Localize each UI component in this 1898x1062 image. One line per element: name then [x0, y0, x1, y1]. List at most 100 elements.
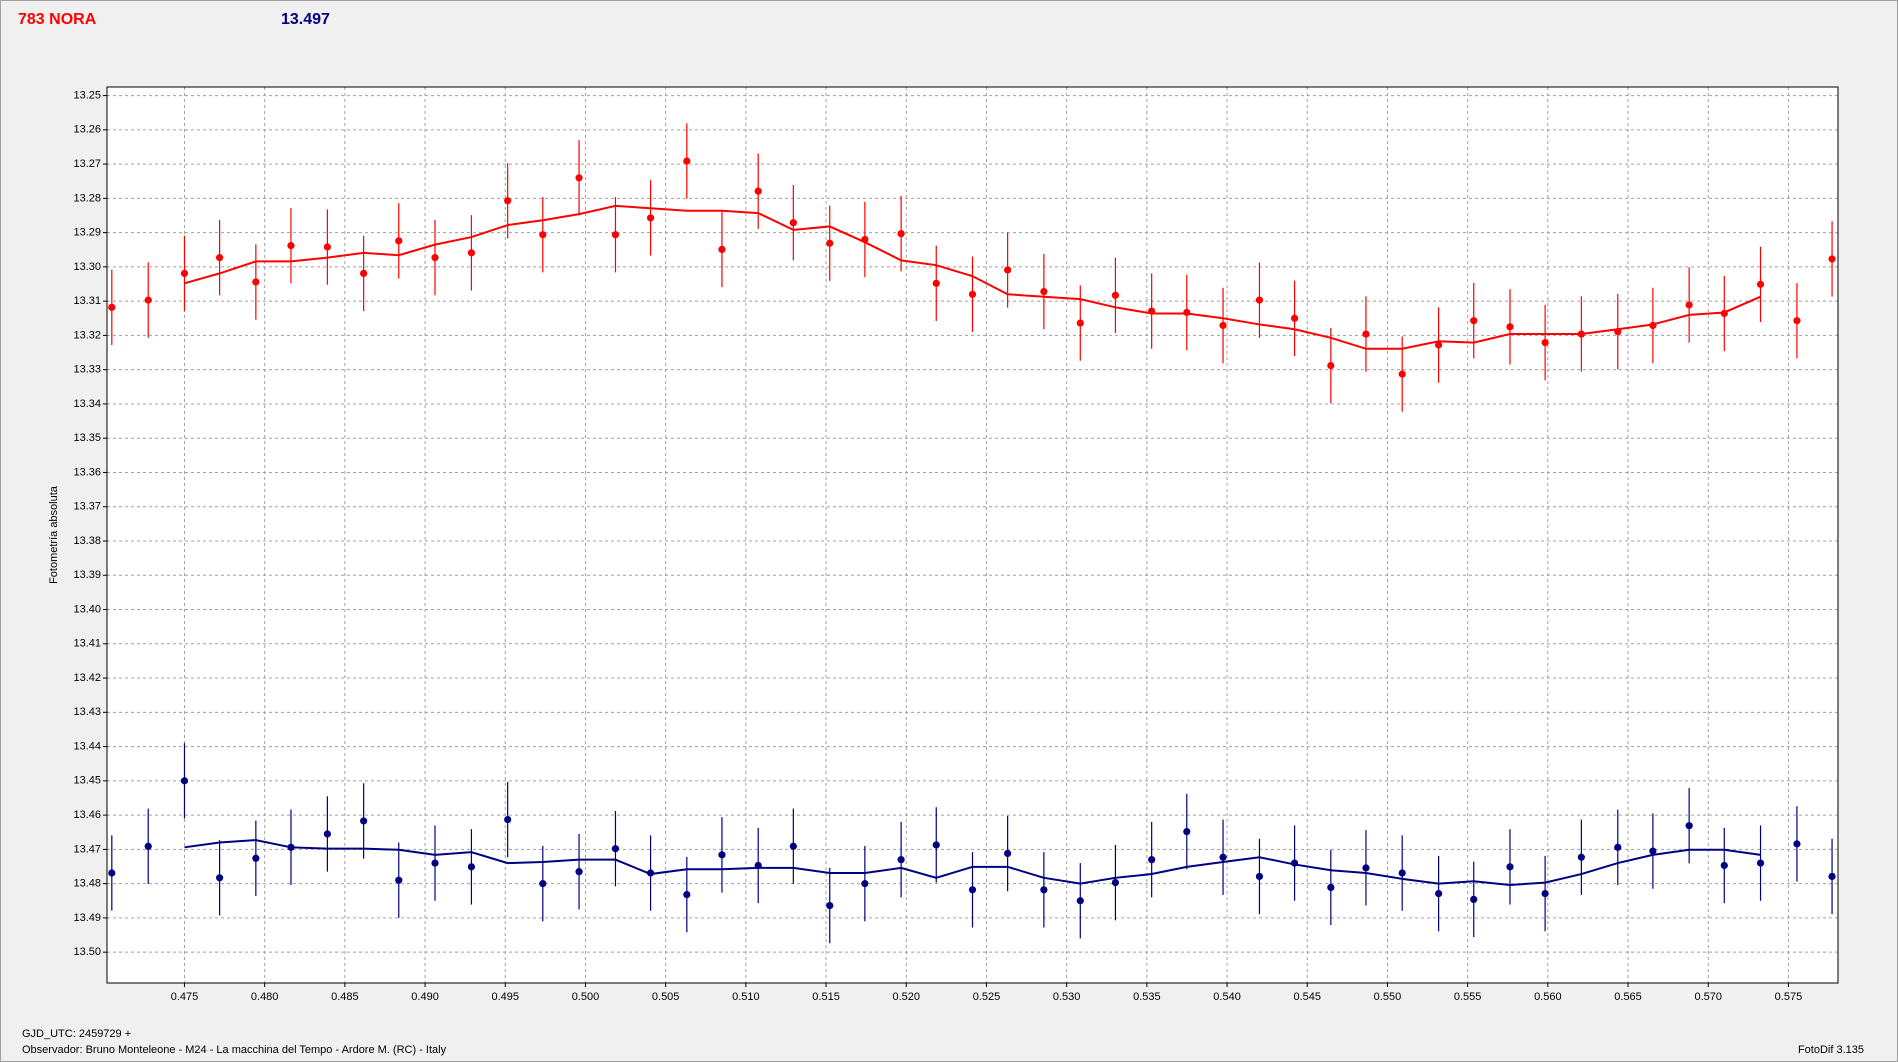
data-point: [215, 254, 224, 262]
data-point: [1541, 889, 1549, 898]
data-point: [539, 880, 547, 888]
data-point: [646, 869, 655, 877]
data-point: [789, 219, 797, 227]
data-point: [932, 841, 940, 849]
data-point: [431, 859, 439, 867]
x-tick-label: 0.540: [1213, 991, 1241, 1003]
data-point: [683, 890, 691, 899]
data-point: [1756, 859, 1765, 867]
y-tick-label: 13.33: [73, 364, 101, 376]
x-tick-label: 0.490: [411, 991, 439, 1003]
y-tick-label: 13.34: [73, 398, 101, 410]
data-point: [1362, 864, 1370, 872]
data-point: [1649, 847, 1657, 855]
y-tick-label: 13.29: [73, 227, 101, 239]
x-tick-label: 0.475: [171, 991, 199, 1003]
data-point: [1362, 330, 1370, 338]
data-point: [1506, 323, 1514, 331]
x-tick-label: 0.480: [251, 991, 279, 1003]
data-point: [754, 187, 762, 195]
data-point: [1183, 827, 1191, 836]
data-point: [1148, 307, 1156, 315]
y-tick-label: 13.37: [73, 501, 101, 513]
x-tick-label: 0.570: [1694, 991, 1722, 1003]
data-point: [1111, 291, 1120, 299]
data-point: [108, 303, 116, 311]
data-point: [1756, 280, 1765, 288]
y-tick-label: 13.39: [73, 569, 101, 581]
data-point: [1685, 301, 1693, 309]
observer-footer: Observador: Bruno Monteleone - M24 - La …: [22, 1044, 447, 1056]
plot-area: [107, 87, 1838, 983]
y-tick-label: 13.36: [73, 466, 101, 478]
data-point: [1720, 309, 1728, 318]
data-point: [467, 863, 476, 871]
data-point: [1793, 840, 1801, 848]
y-tick-label: 13.40: [73, 603, 101, 615]
y-tick-label: 13.28: [73, 192, 101, 204]
data-point: [1040, 886, 1048, 894]
x-tick-label: 0.505: [652, 991, 680, 1003]
x-tick-label: 0.565: [1614, 991, 1642, 1003]
data-point: [1435, 889, 1443, 898]
data-point: [1183, 308, 1191, 317]
y-tick-label: 13.41: [73, 638, 101, 650]
data-point: [323, 243, 331, 251]
data-point: [108, 869, 116, 877]
data-point: [287, 242, 295, 250]
data-point: [1685, 822, 1693, 830]
data-point: [718, 245, 726, 254]
x-tick-label: 0.525: [973, 991, 1001, 1003]
x-tick-label: 0.520: [892, 991, 920, 1003]
data-point: [1828, 255, 1836, 263]
y-tick-label: 13.48: [73, 878, 101, 890]
data-point: [467, 249, 476, 257]
data-point: [826, 239, 834, 247]
data-point: [360, 817, 368, 825]
y-tick-label: 13.46: [73, 809, 101, 821]
data-point: [1398, 370, 1406, 378]
x-axis-label: GJD_UTC: 2459729 +: [22, 1028, 131, 1040]
data-point: [932, 279, 940, 287]
data-point: [1828, 872, 1836, 881]
object-name: 783 NORA: [18, 11, 97, 28]
data-point: [683, 157, 691, 165]
y-tick-label: 13.35: [73, 432, 101, 444]
y-tick-label: 13.43: [73, 706, 101, 718]
data-point: [287, 843, 295, 851]
data-point: [1290, 859, 1299, 867]
data-point: [1793, 317, 1801, 325]
data-point: [1435, 341, 1443, 349]
data-point: [1506, 863, 1514, 871]
plot-border: [106, 86, 1839, 984]
data-point: [1219, 853, 1227, 861]
data-point: [360, 269, 368, 277]
software-version: FotoDif 3.135: [1798, 1044, 1864, 1056]
data-point: [323, 830, 331, 838]
data-point: [1577, 853, 1585, 861]
x-tick-label: 0.485: [331, 991, 359, 1003]
data-point: [1470, 895, 1478, 903]
y-tick-label: 13.26: [73, 124, 101, 136]
x-tick-label: 0.535: [1133, 991, 1161, 1003]
data-point: [897, 856, 905, 864]
data-point: [575, 174, 583, 182]
y-tick-label: 13.31: [73, 295, 101, 307]
y-tick-label: 13.38: [73, 535, 101, 547]
data-point: [180, 777, 189, 785]
data-point: [395, 237, 403, 245]
y-tick-label: 13.50: [73, 946, 101, 958]
data-point: [1040, 287, 1048, 296]
y-tick-label: 13.32: [73, 329, 101, 341]
data-point: [504, 815, 512, 824]
data-point: [1004, 266, 1012, 274]
data-point: [861, 880, 869, 888]
x-tick-label: 0.495: [491, 991, 519, 1003]
y-tick-label: 13.30: [73, 261, 101, 273]
data-point: [1577, 330, 1585, 338]
x-tick-label: 0.560: [1534, 991, 1562, 1003]
data-point: [395, 876, 403, 884]
data-point: [1649, 321, 1657, 330]
y-tick-label: 13.47: [73, 843, 101, 855]
